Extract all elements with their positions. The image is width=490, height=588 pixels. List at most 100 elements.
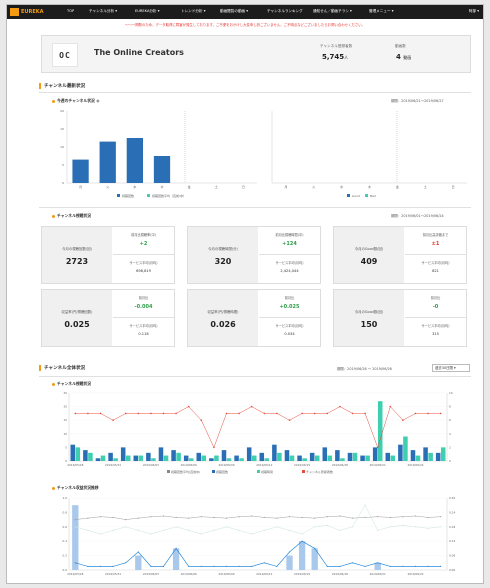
y-tick-label: 5 xyxy=(62,163,64,167)
stat-box-left xyxy=(42,227,112,283)
nav-item-eureka-analysis[interactable]: EUREKA分析 ▾ xyxy=(135,9,160,13)
stat-box-divider xyxy=(113,227,174,255)
x-tick-label: 2019/06/15 xyxy=(294,572,310,576)
stat-value: 150 xyxy=(360,320,378,329)
line-point xyxy=(125,526,127,528)
logo[interactable]: EUREKA xyxy=(10,8,44,16)
channel-card: OC The Online Creators チャンネル登録者数 5,745人 … xyxy=(41,35,471,73)
legend-label: チャンネル登録者数 xyxy=(306,469,333,474)
stat-value: 0.026 xyxy=(210,320,236,329)
trend-line xyxy=(75,515,441,520)
line-point xyxy=(326,524,328,526)
section-title-overall: チャンネル全体状況 xyxy=(39,365,85,371)
user-menu[interactable]: 阿部 ▾ xyxy=(468,9,479,13)
line-point xyxy=(377,562,379,564)
bar-views xyxy=(83,450,88,461)
bar-views xyxy=(372,447,378,461)
bar-watchtime xyxy=(415,455,421,461)
stat-box: 収益率(円/視聴回数) 0.025 前月比 -0.004 サービス平均(月均) 0.116 xyxy=(41,289,175,347)
bar-views xyxy=(70,444,76,461)
bar-watchtime xyxy=(226,458,232,461)
line-point xyxy=(288,551,291,553)
x-tick-label: 木 xyxy=(368,184,371,189)
y-tick-label: 20 xyxy=(60,109,64,113)
subscribers-line xyxy=(75,406,441,449)
stat-box-divider xyxy=(259,227,320,255)
bar-views xyxy=(171,450,176,461)
bar-watchtime xyxy=(188,458,194,461)
line-point xyxy=(225,565,228,567)
line-point xyxy=(225,517,228,519)
range-select[interactable]: 過去30日間 ▾ xyxy=(432,364,470,372)
channel-name: The Online Creators xyxy=(94,48,184,57)
x-tick-label: 月 xyxy=(284,185,287,189)
y-tick-label: 10 xyxy=(63,432,67,436)
line-point xyxy=(137,517,139,519)
stat-compare-label: 前月比 xyxy=(138,296,149,300)
bar-views xyxy=(259,452,265,461)
line-point xyxy=(225,526,228,528)
stat-box: 今月の視聴回数(回) 2723 前月比視聴率(中) +2 サービス平均(月均) 698,8… xyxy=(41,226,175,284)
trend-line xyxy=(75,504,441,535)
stat-value: 0.025 xyxy=(64,320,90,329)
bar-revenue xyxy=(72,505,79,570)
y-tick-label: 0.00 xyxy=(449,568,455,572)
line-point xyxy=(99,565,102,567)
y-tick-label: 0.8 xyxy=(63,510,68,514)
x-tick-label: 金 xyxy=(396,184,399,189)
line-point xyxy=(402,516,404,518)
y-tick-label: 0.0 xyxy=(63,568,68,572)
stat-compare-value: -0 xyxy=(432,304,439,310)
stat-compare-value: ±1 xyxy=(431,241,440,247)
nav-item-top[interactable]: TOP xyxy=(67,9,75,13)
bar-watchtime xyxy=(163,455,169,461)
nav-item-notifications[interactable]: 通知せん／動画チラシ ▾ xyxy=(313,9,352,13)
bar-views xyxy=(272,444,277,461)
line-point xyxy=(314,547,316,549)
bar-views xyxy=(158,447,164,461)
y-tick-label: 25 xyxy=(63,391,67,395)
x-tick-label: 水 xyxy=(340,184,343,189)
line-point xyxy=(87,529,89,531)
line-point xyxy=(137,529,139,531)
bar-watchtime xyxy=(88,452,93,461)
line-point xyxy=(339,529,341,531)
line-point xyxy=(351,562,354,564)
nav-item-admin-menu[interactable]: 管理メニュー ▾ xyxy=(369,9,394,13)
line-point xyxy=(188,565,190,567)
line-point xyxy=(112,529,114,531)
bar-views xyxy=(385,452,391,461)
bar-watchtime xyxy=(302,458,307,461)
line-point xyxy=(251,533,253,535)
line-point xyxy=(99,516,102,518)
nav-item-channel-analysis[interactable]: チャンネル分析 ▾ xyxy=(89,9,117,13)
bar-watchtime xyxy=(251,455,257,461)
stat-compare-label: 前月比高評価まで xyxy=(422,233,449,237)
stat-service-label: サービス平均(月均) xyxy=(275,261,304,265)
stat-label: 今月のGood数(回) xyxy=(354,247,384,251)
bar xyxy=(153,156,171,183)
viewing-period: 期間：2019/06/01〜2019/06/24 xyxy=(391,214,444,218)
x-tick-label: 火 xyxy=(106,185,109,189)
line-point xyxy=(175,547,177,549)
stat-box-left xyxy=(334,290,404,346)
nav-item-channel-ranking[interactable]: チャンネルランキング xyxy=(267,9,303,13)
y-tick-label: 0 xyxy=(449,459,451,463)
bar-watchtime xyxy=(340,458,345,461)
x-tick-label: 日 xyxy=(452,185,455,189)
legend-swatch xyxy=(347,194,350,197)
x-tick-label: 水 xyxy=(133,184,136,189)
line-point xyxy=(389,565,391,567)
nav-item-trend-analysis[interactable]: トレンド分析 ▾ xyxy=(181,9,206,13)
line-point xyxy=(427,527,429,529)
stat-compare-label: 前月比視聴率(中) xyxy=(131,233,156,237)
line-point xyxy=(351,517,354,519)
x-tick-label: 2019/06/12 xyxy=(256,572,272,576)
nav-item-video-view[interactable]: 動画閲覧の動画 ▾ xyxy=(220,9,249,13)
legend-label: 視聴回数 xyxy=(216,469,228,474)
stat-box: 今月のGood数(回) 409 前月比高評価まで ±1 サービス平均(月均) 821 xyxy=(333,226,467,284)
y-tick-label: 0.6 xyxy=(63,525,68,529)
bar-watchtime xyxy=(365,455,370,461)
line-point xyxy=(427,565,429,567)
bar-views xyxy=(410,450,416,461)
